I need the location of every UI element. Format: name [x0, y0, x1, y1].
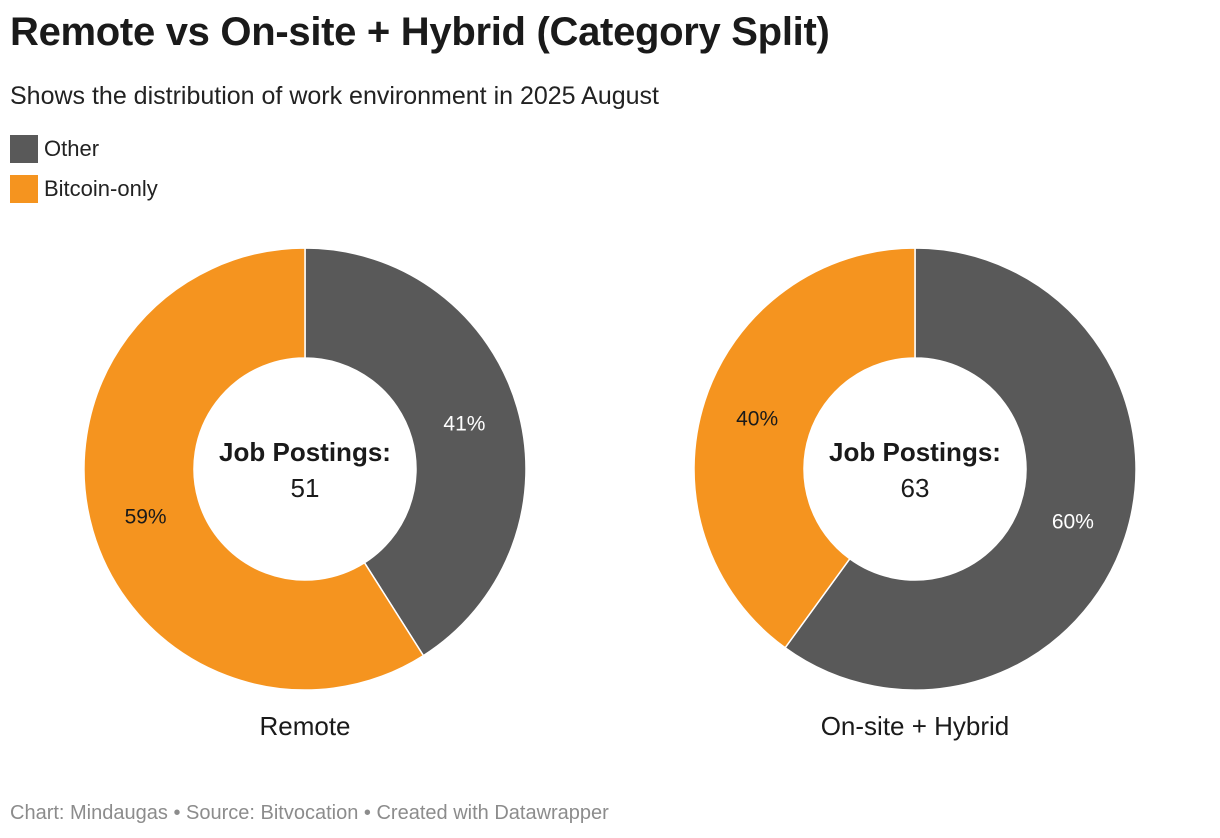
slice-value-label: 41%: [443, 413, 485, 436]
slice-value-label: 60%: [1052, 510, 1094, 533]
center-value: 51: [291, 473, 320, 503]
donut-chart-1: 60% 40% Job Postings: 63 On-site + Hybrid: [693, 247, 1137, 741]
footer-chart-by: Chart: Mindaugas: [10, 802, 168, 824]
chart-subtitle: Shows the distribution of work environme…: [10, 82, 659, 110]
center-label: Job Postings:: [219, 437, 391, 467]
legend-swatch-other: [10, 135, 38, 163]
legend: Other Bitcoin-only: [10, 135, 158, 215]
chart-title: Remote vs On-site + Hybrid (Category Spl…: [10, 10, 830, 54]
donut-chart-0: 41% 59% Job Postings: 51 Remote: [83, 247, 527, 741]
slice-value-label: 40%: [736, 408, 778, 431]
chart-footer: Chart: Mindaugas • Source: Bitvocation •…: [10, 802, 609, 825]
center-label: Job Postings:: [829, 437, 1001, 467]
chart-name-label: Remote: [259, 711, 350, 741]
legend-swatch-bitcoin-only: [10, 175, 38, 203]
legend-item-other: Other: [10, 135, 158, 163]
legend-label-bitcoin-only: Bitcoin-only: [44, 176, 158, 201]
donut-slice-other: [784, 247, 1137, 691]
footer-separator: •: [363, 802, 371, 824]
donut-slice-bitcoin-only: [83, 247, 425, 691]
slice-value-label: 59%: [125, 505, 167, 528]
footer-separator: •: [173, 802, 181, 824]
center-value: 63: [901, 473, 930, 503]
donut-slice-other: [304, 247, 527, 657]
footer-source: Source: Bitvocation: [186, 802, 359, 824]
footer-created-with: Created with Datawrapper: [376, 802, 609, 824]
donut-slice-bitcoin-only: [693, 247, 916, 649]
legend-label-other: Other: [44, 136, 100, 161]
legend-item-bitcoin-only: Bitcoin-only: [10, 175, 158, 203]
chart-name-label: On-site + Hybrid: [821, 711, 1010, 741]
